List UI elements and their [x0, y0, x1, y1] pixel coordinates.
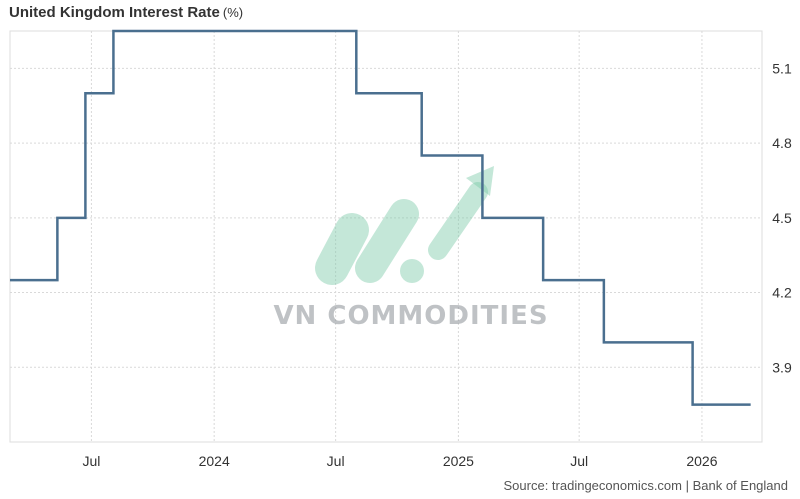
x-tick-label: Jul — [82, 453, 100, 469]
x-tick-label: 2026 — [686, 453, 717, 469]
chart-title-unit: (%) — [222, 5, 244, 20]
plot-frame — [9, 30, 763, 443]
y-tick-label: 4.8 — [772, 135, 792, 151]
x-tick-label: Jul — [570, 453, 588, 469]
watermark-logo: VN COMMODITIES — [273, 166, 548, 331]
y-tick-label: 3.9 — [772, 359, 792, 375]
chart-title: United Kingdom Interest Rate (%) — [9, 4, 243, 21]
series-line — [10, 29, 751, 406]
x-tick-label: Jul — [327, 453, 345, 469]
y-tick-label: 5.1 — [772, 60, 792, 76]
x-tick-label: 2025 — [443, 453, 474, 469]
watermark-text: VN COMMODITIES — [273, 301, 548, 331]
axis-layer: 3.9 4.2 4.5 4.8 5.1 Jul 2024 Jul 2025 Jul 2026 — [82, 60, 791, 469]
y-tick-label: 4.5 — [772, 210, 792, 226]
y-tick-label: 4.2 — [772, 285, 792, 301]
grid-layer — [9, 30, 763, 443]
series-layer — [9, 29, 751, 406]
watermark-bars-icon — [315, 166, 494, 285]
x-tick-label: 2024 — [199, 453, 230, 469]
chart-title-text: United Kingdom Interest Rate — [9, 4, 220, 21]
source-note: Source: tradingeconomics.com | Bank of E… — [503, 478, 788, 493]
